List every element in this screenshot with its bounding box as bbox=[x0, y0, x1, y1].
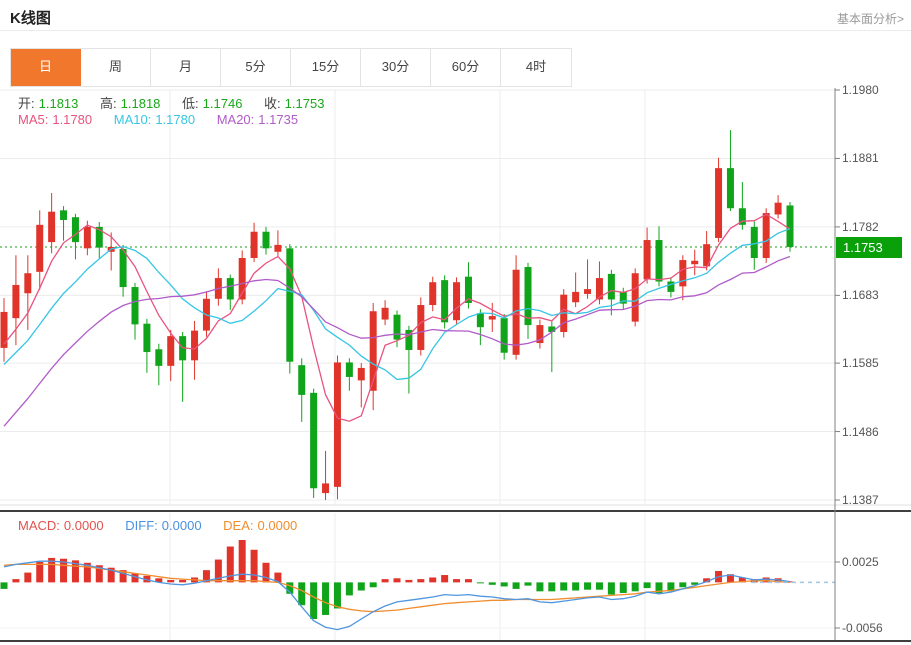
diff-value: 0.0000 bbox=[161, 518, 202, 533]
y-axis-label: 1.1980 bbox=[842, 83, 879, 97]
tab-day[interactable]: 日 bbox=[11, 49, 81, 86]
high-value: 1.1818 bbox=[120, 96, 161, 111]
current-price-badge: 1.1753 bbox=[836, 236, 902, 258]
low-label: 低: bbox=[182, 96, 199, 111]
y-axis-label: 1.1683 bbox=[842, 288, 879, 303]
y-axis-label: 1.1881 bbox=[842, 151, 879, 166]
macd-readout: MACD: 0.0000 DIFF: 0.0000 DEA: 0.0000 bbox=[18, 518, 301, 533]
tab-5min[interactable]: 5分 bbox=[221, 49, 291, 86]
y-axis-label: 1.1387 bbox=[842, 493, 879, 507]
y-axis-label: 1.1486 bbox=[842, 424, 879, 439]
ma5-label: MA5: bbox=[18, 112, 49, 127]
close-value: 1.1753 bbox=[284, 96, 325, 111]
dea-value: 0.0000 bbox=[257, 518, 298, 533]
y-axis-label: 0.0025 bbox=[842, 555, 879, 569]
period-tabs: 日 周 月 5分 15分 30分 60分 4时 bbox=[10, 48, 572, 87]
tab-30min[interactable]: 30分 bbox=[361, 49, 431, 86]
macd-label: MACD: bbox=[18, 518, 60, 533]
ma10-value: 1.1780 bbox=[155, 112, 196, 127]
low-value: 1.1746 bbox=[202, 96, 243, 111]
tab-week[interactable]: 周 bbox=[81, 49, 151, 86]
y-axis-label: -0.0056 bbox=[842, 621, 883, 635]
ma20-label: MA20: bbox=[216, 112, 255, 127]
ohlc-readout: 开: 1.1813 高: 1.1818 低: 1.1746 收: 1.1753 bbox=[18, 93, 328, 112]
ma10-label: MA10: bbox=[113, 112, 152, 127]
tab-month[interactable]: 月 bbox=[151, 49, 221, 86]
ma-readout: MA5: 1.1780 MA10: 1.1780 MA20: 1.1735 bbox=[18, 112, 302, 127]
tab-15min[interactable]: 15分 bbox=[291, 49, 361, 86]
close-label: 收: bbox=[264, 96, 281, 111]
tab-4hour[interactable]: 4时 bbox=[501, 49, 571, 86]
fundamental-analysis-link[interactable]: 基本面分析> bbox=[836, 12, 904, 26]
open-value: 1.1813 bbox=[38, 96, 79, 111]
header: K线图 基本面分析> bbox=[0, 0, 911, 31]
ma5-value: 1.1780 bbox=[52, 112, 93, 127]
tab-60min[interactable]: 60分 bbox=[431, 49, 501, 86]
y-axis-label: 1.1585 bbox=[842, 356, 879, 371]
macd-value: 0.0000 bbox=[63, 518, 104, 533]
high-label: 高: bbox=[100, 96, 117, 111]
page-title: K线图 bbox=[10, 10, 51, 27]
diff-label: DIFF: bbox=[125, 518, 158, 533]
y-axis-label: 1.1782 bbox=[842, 219, 879, 234]
ma20-value: 1.1735 bbox=[258, 112, 299, 127]
open-label: 开: bbox=[18, 96, 35, 111]
dea-label: DEA: bbox=[223, 518, 254, 533]
